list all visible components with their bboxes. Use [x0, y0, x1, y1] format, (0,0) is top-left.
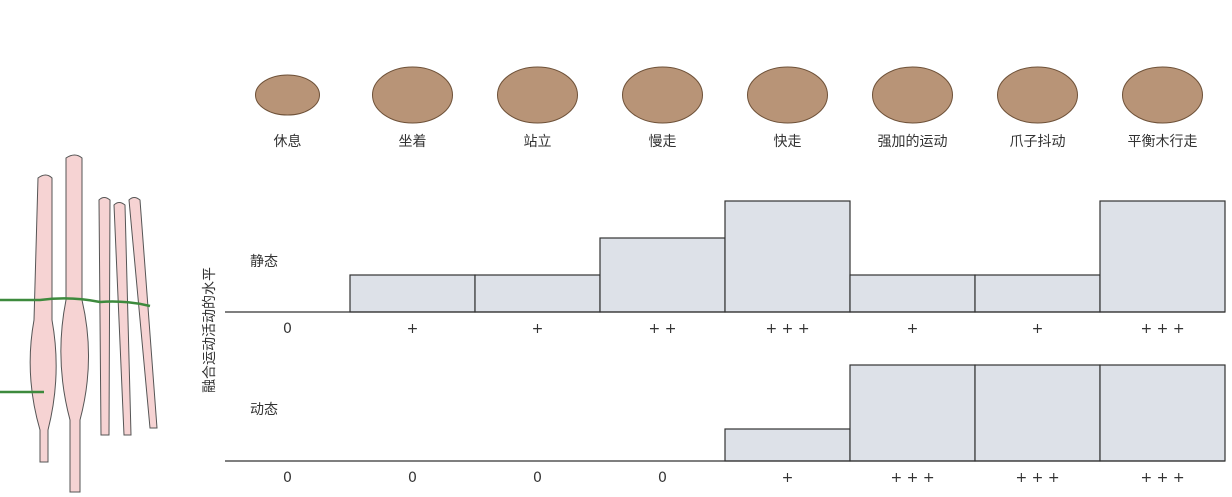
value-label: + — [1032, 321, 1044, 337]
cat-illustration — [255, 74, 320, 116]
bar — [974, 274, 1101, 313]
bar — [474, 274, 601, 313]
fiber — [29, 174, 57, 463]
value-label: + — [407, 321, 419, 337]
value-label: + — [907, 321, 919, 337]
series-label: 动态 — [250, 402, 278, 418]
cat-illustration — [497, 66, 578, 124]
cat-illustration — [372, 66, 453, 124]
category-label: 强加的运动 — [878, 134, 948, 150]
series-label: 静态 — [250, 254, 278, 270]
value-label: + + + — [765, 321, 809, 337]
value-label: 0 — [283, 321, 292, 337]
cat-illustration — [747, 66, 828, 124]
fiber — [98, 197, 111, 436]
bar — [974, 364, 1101, 462]
value-label: + + + — [1015, 470, 1059, 486]
category-label: 平衡木行走 — [1128, 134, 1198, 150]
value-label: 0 — [533, 470, 542, 486]
y-axis-label: 融合运动活动的水平 — [202, 267, 218, 393]
value-label: + + + — [1140, 321, 1184, 337]
cat-illustration — [622, 66, 703, 124]
category-label: 休息 — [274, 133, 302, 150]
value-label: 0 — [283, 470, 292, 486]
muscle-fibers — [0, 154, 158, 493]
value-label: + + + — [890, 470, 934, 486]
category-label: 爪子抖动 — [1010, 134, 1066, 150]
category-label: 慢走 — [649, 133, 677, 150]
value-label: 0 — [408, 470, 417, 486]
bar — [849, 364, 976, 462]
fiber — [128, 197, 158, 429]
cat-illustration — [1122, 66, 1203, 124]
value-label: 0 — [658, 470, 667, 486]
category-label: 快走 — [774, 134, 802, 150]
cat-illustration — [872, 66, 953, 124]
bar — [1099, 200, 1226, 313]
value-label: + + + — [1140, 470, 1184, 486]
value-label: + — [532, 321, 544, 337]
fiber — [113, 202, 132, 436]
fiber — [60, 154, 89, 493]
category-label: 站立 — [524, 134, 552, 150]
nerve — [0, 297, 151, 308]
bar — [724, 200, 851, 313]
value-label: + + — [649, 321, 677, 337]
cat-illustration — [997, 66, 1078, 124]
value-label: + — [782, 470, 794, 486]
bar — [1099, 364, 1226, 462]
bar — [849, 274, 976, 313]
bar — [349, 274, 476, 313]
bar — [599, 237, 726, 313]
category-label: 坐着 — [399, 134, 427, 150]
bar — [724, 428, 851, 462]
